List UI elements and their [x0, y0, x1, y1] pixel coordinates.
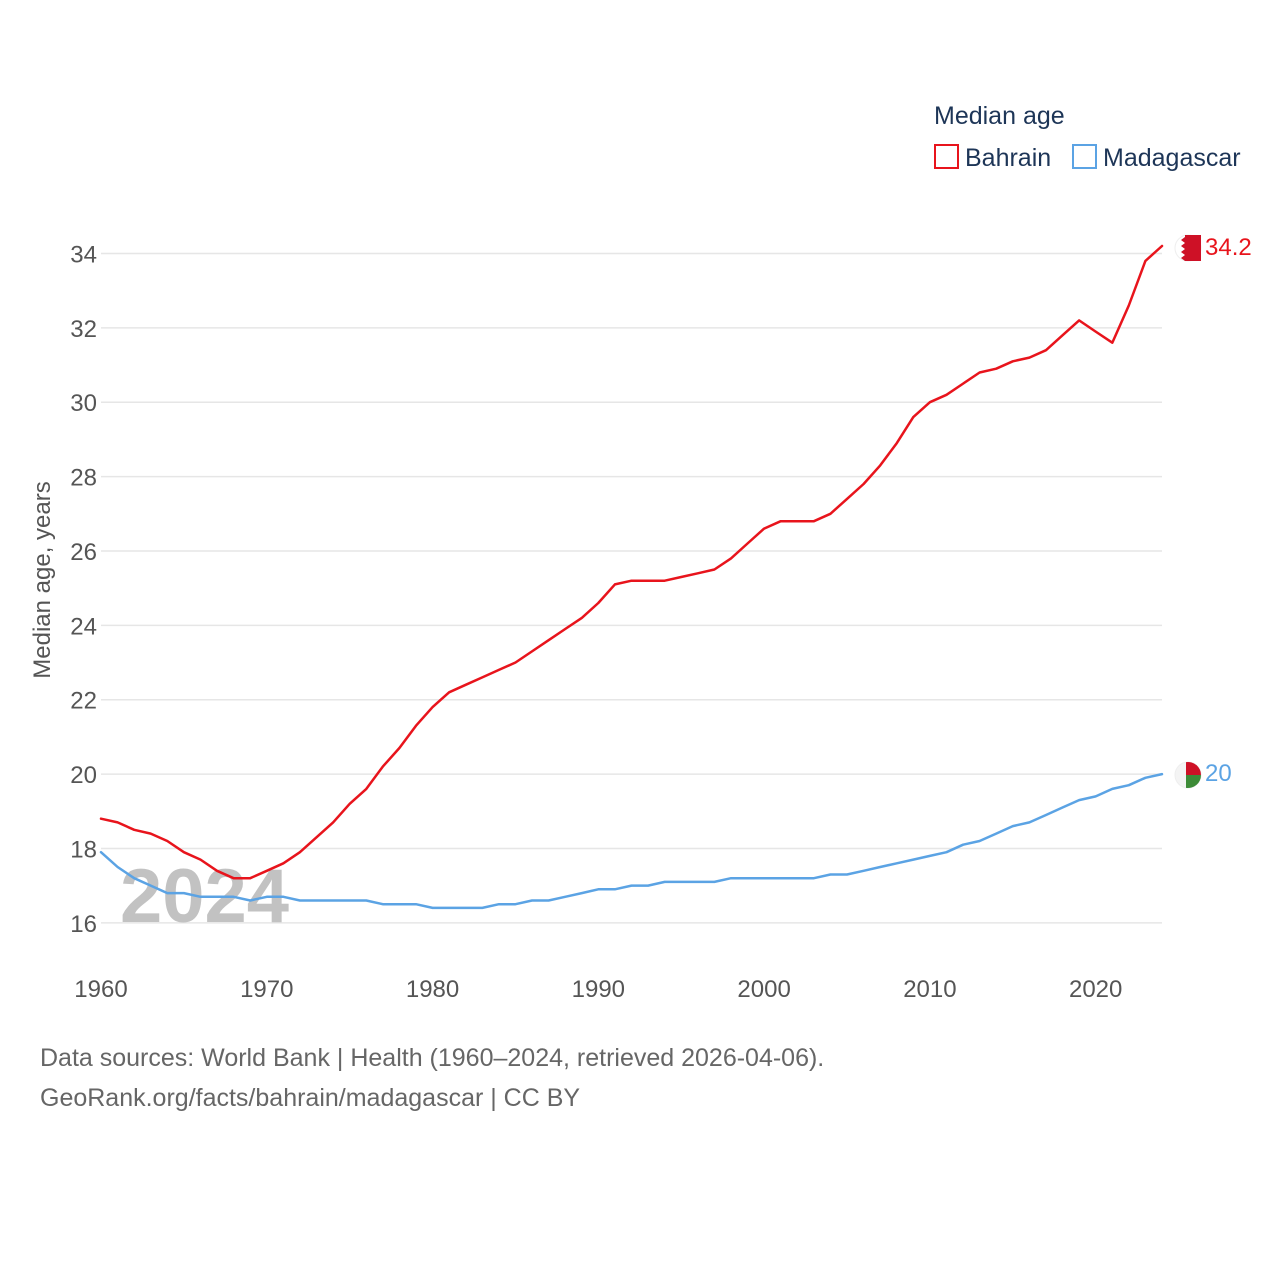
y-tick-label: 28: [70, 465, 97, 492]
y-tick-label: 20: [70, 762, 97, 789]
y-axis-label: Median age, years: [29, 481, 56, 678]
legend-swatch-madagascar: [1072, 144, 1097, 169]
x-tick-label: 1990: [572, 976, 625, 1003]
legend-item-bahrain[interactable]: Bahrain: [934, 144, 1051, 172]
madagascar-flag-icon: [1174, 761, 1202, 789]
legend-swatch-bahrain: [934, 144, 959, 169]
y-tick-label: 18: [70, 836, 97, 863]
footer-sources: Data sources: World Bank | Health (1960–…: [40, 1044, 825, 1072]
grid-lines: [101, 252, 1162, 924]
y-tick-label: 32: [70, 316, 97, 343]
y-tick-label: 22: [70, 688, 97, 715]
series-line-bahrain[interactable]: [99, 244, 1164, 880]
x-tick-label: 1980: [406, 976, 459, 1003]
y-tick-label: 26: [70, 539, 97, 566]
x-tick-label: 2000: [737, 976, 790, 1003]
series-lines: [99, 244, 1164, 910]
legend-item-madagascar[interactable]: Madagascar: [1072, 144, 1241, 172]
x-tick-label: 1970: [240, 976, 293, 1003]
x-tick-label: 1960: [74, 976, 127, 1003]
bahrain-flag-icon: [1174, 234, 1202, 262]
footer-credit[interactable]: GeoRank.org/facts/bahrain/madagascar | C…: [40, 1084, 581, 1112]
legend-title: Median age: [934, 102, 1065, 130]
series-line-madagascar[interactable]: [99, 772, 1164, 910]
end-markers: 34.2 20: [1174, 234, 1252, 789]
x-tick-label: 2020: [1069, 976, 1122, 1003]
madagascar-end-label: 20: [1205, 760, 1232, 787]
y-tick-label: 16: [70, 911, 97, 938]
bahrain-end-label: 34.2: [1205, 234, 1252, 261]
x-tick-label: 2010: [903, 976, 956, 1003]
legend: Median age Bahrain Madagascar: [934, 102, 1241, 172]
x-axis-ticks: 1960 1970 1980 1990 2000 2010 2020: [74, 976, 1122, 1003]
y-tick-label: 30: [70, 390, 97, 417]
legend-label-bahrain: Bahrain: [965, 144, 1051, 172]
y-tick-label: 24: [70, 613, 97, 640]
legend-label-madagascar: Madagascar: [1103, 144, 1241, 172]
y-axis-ticks: 16 18 20 22 24 26 28 30 32 34: [70, 241, 97, 937]
y-tick-label: 34: [70, 241, 97, 268]
